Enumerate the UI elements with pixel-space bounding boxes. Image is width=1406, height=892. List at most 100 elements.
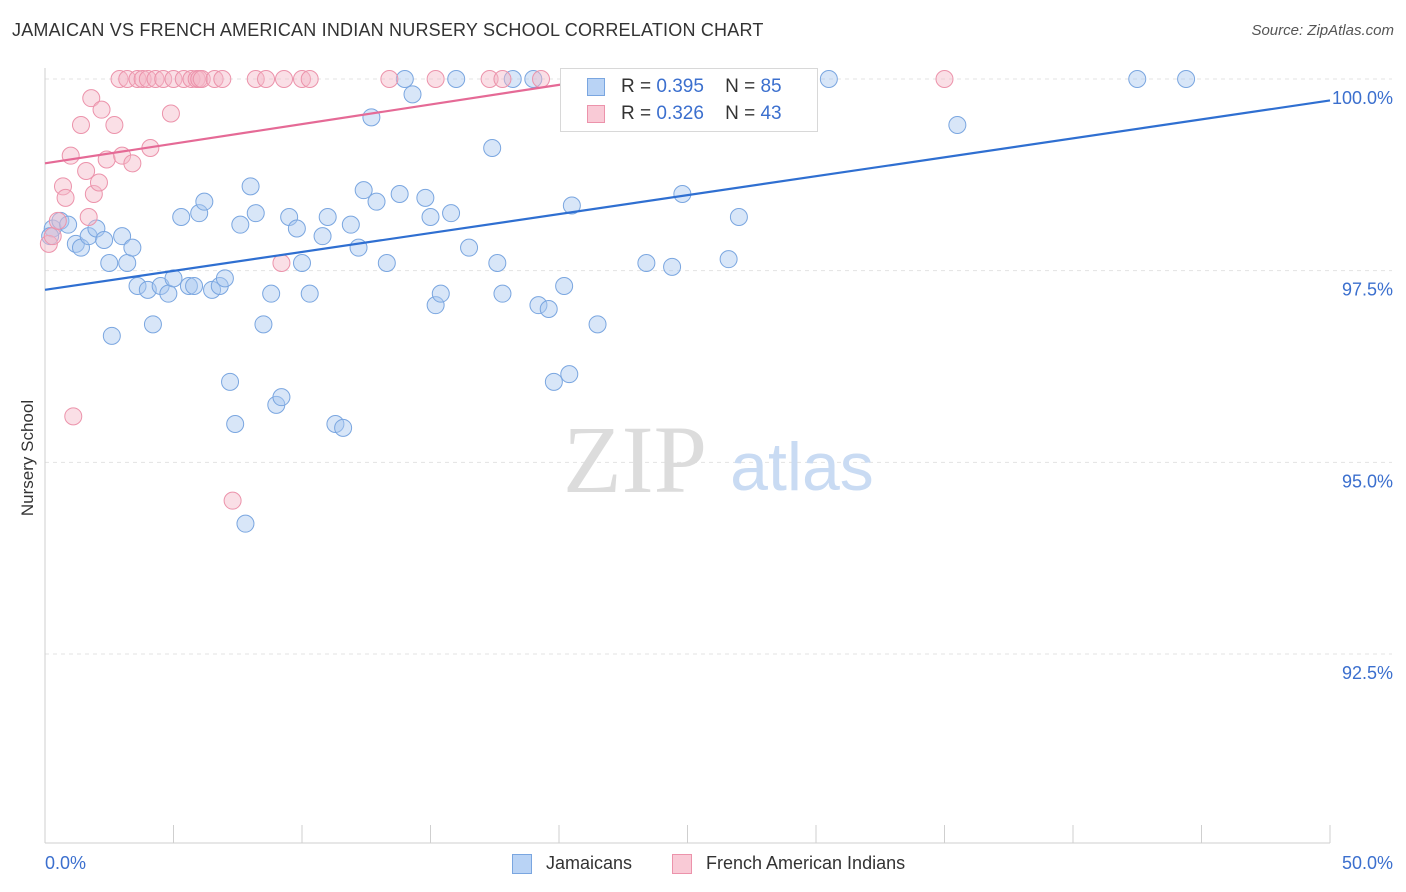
watermark-zip: ZIP: [563, 406, 707, 513]
y-axis-label: Nursery School: [18, 399, 37, 517]
data-point: [195, 192, 214, 211]
data-point: [460, 238, 479, 257]
data-point: [313, 227, 332, 246]
legend-n-value: 43: [760, 103, 782, 124]
data-point: [123, 154, 142, 173]
data-point: [185, 277, 204, 295]
data-point: [948, 116, 967, 134]
data-point: [56, 188, 75, 207]
data-point: [524, 70, 543, 88]
data-point: [431, 284, 450, 303]
data-point: [390, 185, 409, 203]
data-point: [275, 70, 294, 88]
data-point: [293, 254, 311, 272]
data-point: [403, 85, 422, 104]
data-point: [395, 70, 414, 88]
trend-line-french-american-indians: [44, 77, 598, 165]
data-point: [174, 70, 193, 88]
data-point: [118, 70, 137, 88]
y-tick-label: 92.5%: [1342, 663, 1393, 683]
data-point: [354, 181, 373, 200]
stats-legend: R = 0.395 N = 85 R = 0.326 N = 43: [560, 68, 818, 132]
data-point: [133, 70, 152, 88]
data-point: [92, 100, 111, 119]
data-point: [447, 70, 466, 88]
data-point: [215, 269, 234, 288]
data-point: [48, 211, 67, 230]
data-point: [377, 254, 396, 272]
data-point: [118, 254, 137, 272]
data-point: [123, 238, 142, 257]
data-point: [1177, 70, 1196, 88]
watermark-atlas: atlas: [730, 429, 874, 505]
data-point: [138, 70, 157, 88]
data-point: [493, 70, 512, 88]
data-point: [246, 204, 265, 223]
y-tick-label: 95.0%: [1342, 471, 1393, 491]
axes: [44, 68, 1331, 844]
data-point: [318, 208, 337, 226]
data-point: [293, 70, 311, 88]
data-point: [442, 204, 461, 223]
legend-swatch-blue: [587, 78, 605, 96]
data-point: [182, 70, 201, 88]
data-point: [246, 70, 265, 88]
data-point: [562, 196, 581, 215]
data-point: [637, 254, 656, 272]
data-point: [172, 208, 191, 226]
data-point: [729, 208, 748, 226]
legend-text: R = 0.395 N = 85: [621, 76, 782, 98]
data-point: [532, 70, 551, 88]
data-point: [272, 254, 291, 272]
chart-source: Source: ZipAtlas.com: [1251, 22, 1394, 39]
data-point: [231, 215, 250, 234]
data-point: [128, 277, 147, 295]
data-point: [226, 415, 245, 433]
data-point: [380, 70, 399, 88]
data-point: [100, 254, 119, 272]
data-point: [529, 296, 548, 315]
data-point: [105, 116, 124, 134]
data-point: [488, 254, 507, 272]
data-point: [213, 70, 232, 88]
data-point: [555, 277, 574, 295]
data-point: [161, 104, 180, 123]
x-tick-label: 0.0%: [45, 853, 86, 873]
data-point: [416, 188, 435, 207]
data-point: [110, 70, 129, 88]
legend-r-value: 0.395: [656, 76, 704, 97]
legend-label-french-american-indians: French American Indians: [706, 853, 906, 873]
data-point: [71, 116, 90, 134]
data-point: [221, 372, 240, 391]
data-point: [79, 227, 98, 246]
legend-swatch-pink: [672, 854, 692, 874]
legend-swatch-blue: [512, 854, 532, 874]
trend-line-jamaicans: [44, 99, 1331, 291]
legend-r-value: 0.326: [656, 103, 704, 124]
data-point: [113, 227, 132, 246]
data-point: [179, 277, 198, 295]
data-point: [334, 418, 353, 437]
data-point: [426, 70, 445, 88]
data-point: [503, 70, 522, 88]
legend-swatch-pink: [587, 105, 605, 123]
data-point: [64, 407, 83, 426]
data-point: [588, 315, 607, 334]
data-point: [362, 108, 381, 127]
data-point: [164, 70, 183, 88]
data-point: [146, 70, 165, 88]
data-point: [205, 70, 224, 88]
gridlines: [45, 78, 1392, 655]
y-tick-label: 100.0%: [1332, 88, 1393, 108]
legend-text: R = 0.326 N = 43: [621, 103, 782, 125]
data-point: [143, 315, 162, 334]
data-point: [367, 192, 386, 211]
data-point: [192, 70, 211, 88]
data-point: [300, 70, 319, 88]
trend-lines: [44, 77, 1331, 291]
chart-title: JAMAICAN VS FRENCH AMERICAN INDIAN NURSE…: [12, 20, 764, 40]
data-point: [560, 365, 579, 384]
data-point: [300, 284, 319, 303]
data-point: [254, 315, 273, 334]
y-axis-label-wrap: Nursery School: [16, 380, 40, 540]
